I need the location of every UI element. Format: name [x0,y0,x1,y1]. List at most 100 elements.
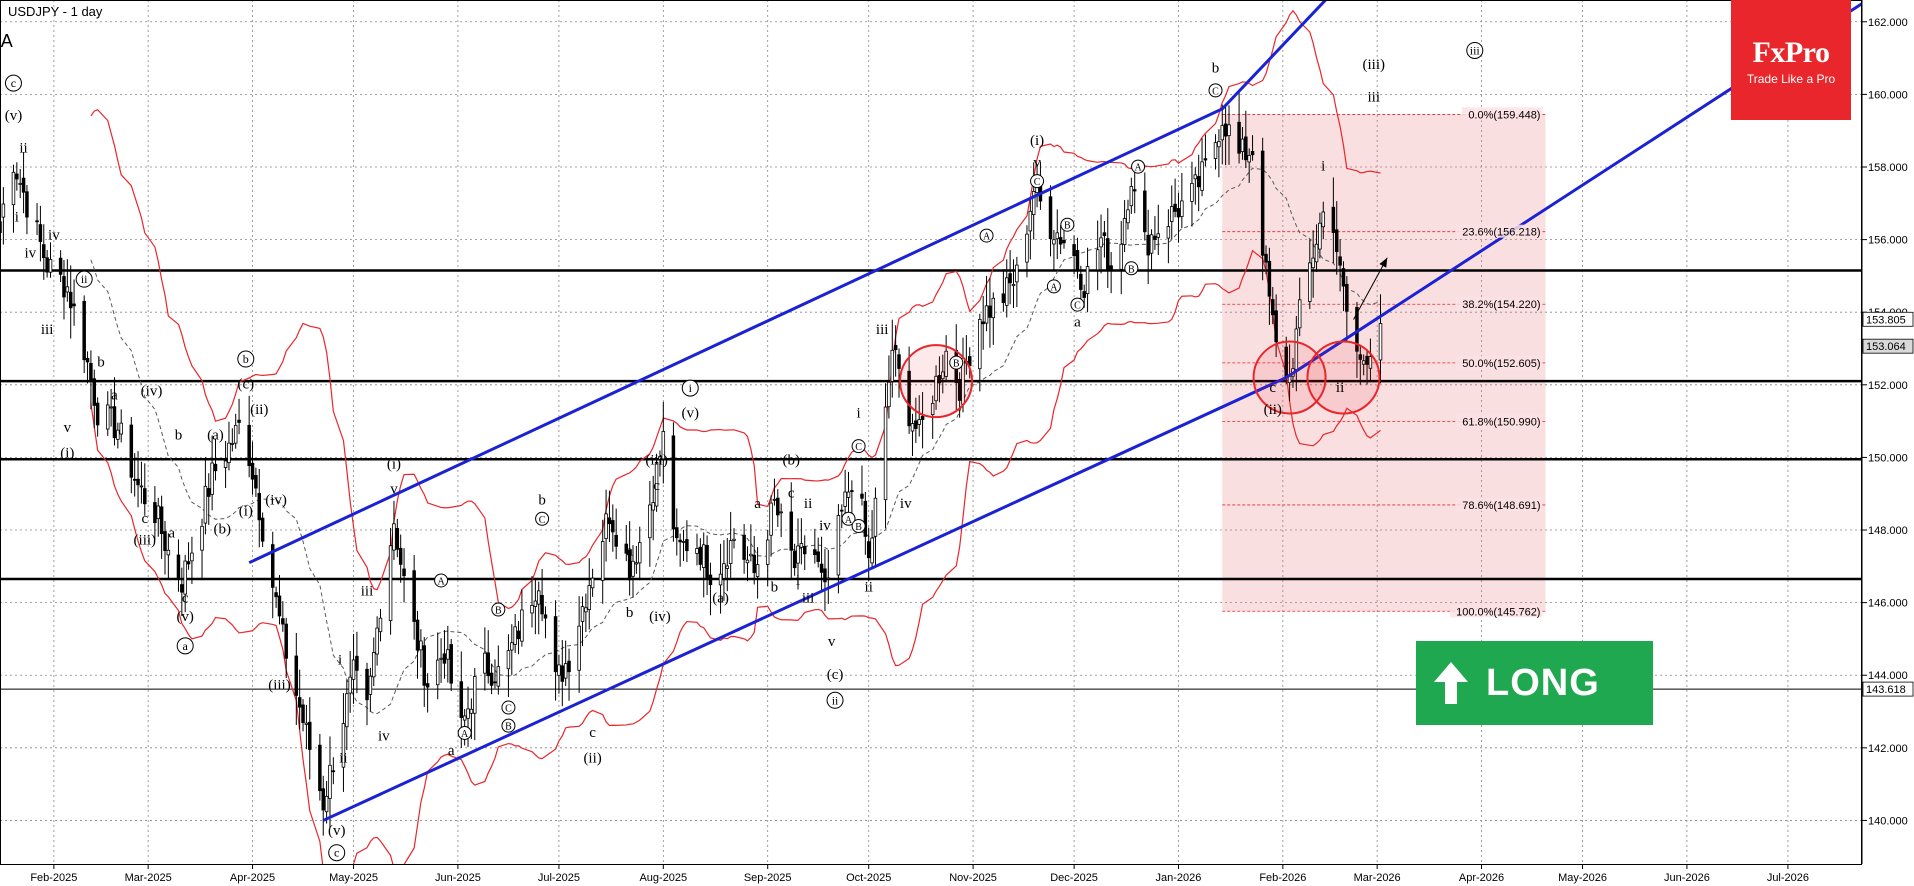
price-tick-label: 140.000 [1868,815,1908,827]
candle-body [207,488,211,497]
candle-body [907,370,911,427]
candle [92,369,97,429]
candle [89,350,93,410]
wave-label: B [495,606,502,617]
wave-label-ring [826,691,844,709]
candle [153,486,157,540]
candle [614,508,618,560]
candle [796,518,800,590]
candle [631,545,635,598]
candle [658,450,662,477]
candle-body [914,420,918,429]
wave-label: A [461,729,469,740]
candle [237,398,241,435]
time-tick-label: Feb-2025 [30,872,77,884]
wave-label: (iv) [265,493,287,509]
candle [15,162,19,191]
candle-body [1055,232,1060,240]
time-tick-label: Jan-2026 [1156,872,1202,884]
candle [1119,221,1123,295]
lower-band-line [90,249,1381,886]
candle [496,645,501,695]
candle [563,640,568,687]
time-tick-label: Jul-2025 [538,872,580,884]
candle [698,538,703,571]
candle [910,413,915,457]
candle-body [1193,174,1198,180]
highlight-circle [1306,340,1381,415]
wave-label: b [175,427,183,443]
time-tick-label: May-2025 [329,872,378,884]
candle [109,388,113,427]
candle-body [42,244,46,259]
channel-upper-line [248,0,1328,565]
candle [742,524,746,574]
wave-label: a [111,387,118,403]
candle-body [368,675,373,695]
candle-body [1378,323,1383,361]
candle-body [755,564,760,577]
candle-body [143,488,147,505]
price-tick-label: 144.000 [1868,670,1908,682]
wave-label: (ii) [1264,402,1282,418]
candle [1361,354,1366,376]
candle [473,668,477,741]
candle [890,319,895,398]
candle [395,518,400,558]
candle-body [1176,208,1181,218]
candle-body [419,640,423,651]
wave-label-ring [1060,217,1075,232]
candle-body [95,402,100,426]
candle [365,662,369,726]
candle-body [988,305,992,318]
candle-body [281,618,285,625]
candle-body [930,402,935,415]
candle-body [1031,191,1036,215]
fib-labels: 0.0%(159.448) 23.6%(156.218) 38.2%(154.220… [1449,107,1543,618]
candle [553,600,558,701]
candle [341,693,346,792]
candle [227,421,231,471]
candle [978,313,982,392]
candle-body [112,406,117,439]
candle-body [580,606,585,622]
candle-body [304,722,309,725]
moving-average-line [90,167,1381,715]
fib-level-label: 38.2%(154.220) [1462,299,1540,311]
candle [991,292,996,345]
candle-body [1153,235,1157,240]
candle [1005,259,1009,318]
candle-body [153,502,157,524]
candle-body [843,491,847,507]
candle [1311,230,1315,298]
candle [1274,294,1278,358]
wave-label: c [788,485,795,501]
candle [543,606,548,639]
candle-body [675,527,679,539]
candle-body [1079,273,1083,290]
candle [506,634,511,698]
candle-body [92,378,97,406]
candle-body [638,542,642,564]
candle [284,617,288,679]
candle-body [957,379,962,401]
wave-label: a [183,639,189,653]
candle-body [163,531,167,551]
wave-label: C [1034,177,1041,188]
candle-body [681,541,686,543]
candle-body [1082,291,1086,298]
candle-body [1260,150,1265,256]
candle [223,440,228,488]
candle [18,168,22,199]
candle-body [863,500,868,537]
candle-body [166,549,171,556]
candle [446,625,450,683]
candle [1365,350,1369,385]
fib-label-bg [1461,107,1543,121]
candle [163,520,167,575]
wave-label: a [754,496,761,512]
candle [132,453,137,497]
candle [257,468,262,548]
candle [348,650,352,713]
candle [25,184,29,235]
